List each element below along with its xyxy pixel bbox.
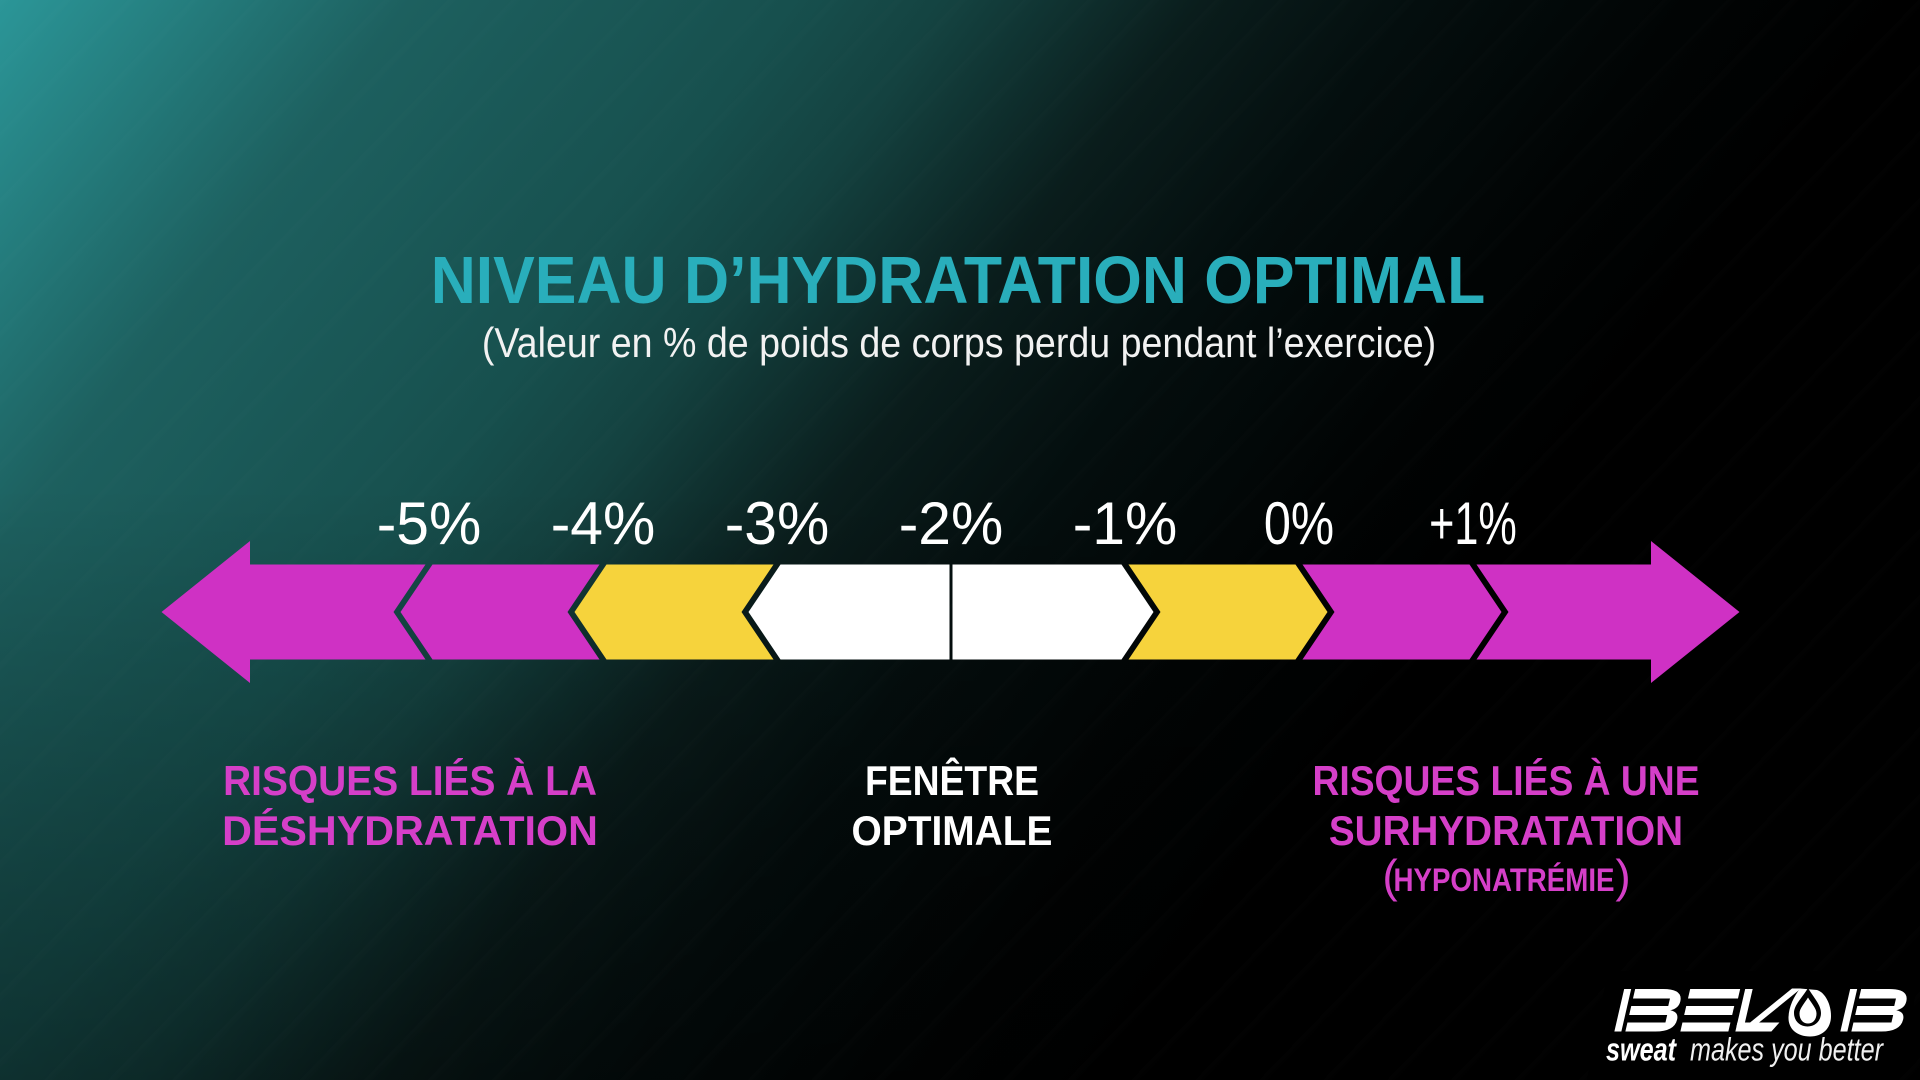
- svg-text:sweat: sweat: [1606, 1032, 1677, 1068]
- svg-text:makes you better: makes you better: [1690, 1032, 1884, 1068]
